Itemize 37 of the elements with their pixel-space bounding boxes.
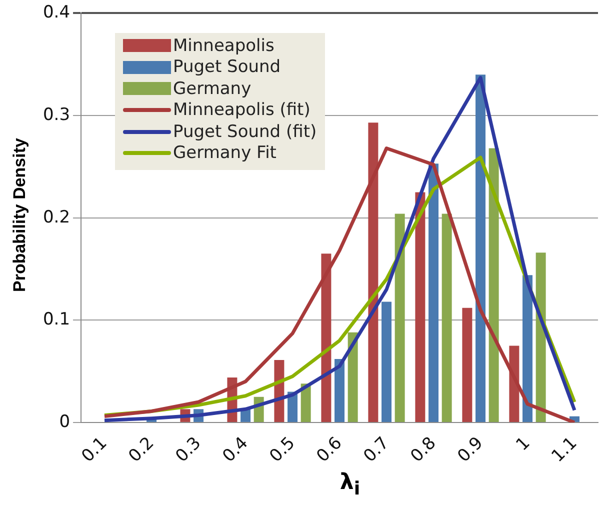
legend-label: Puget Sound (fit)	[173, 122, 317, 142]
x-tick-label: 0.9	[454, 433, 488, 466]
bar	[462, 308, 472, 422]
y-tick-label: 0.1	[42, 310, 70, 330]
legend-label: Germany Fit	[173, 143, 276, 164]
x-tick-label: 0.4	[218, 433, 252, 466]
x-tick-label: 0.6	[312, 433, 346, 466]
legend-label: Puget Sound	[173, 57, 281, 78]
bar	[334, 359, 345, 422]
x-tick-label: 0.3	[172, 433, 206, 466]
bar	[488, 148, 499, 422]
x-axis-title: λ$_{i}$	[338, 470, 362, 500]
x-tick-label: 0.1	[78, 433, 112, 466]
bar	[536, 252, 546, 422]
bar	[522, 275, 532, 422]
bar	[428, 164, 439, 422]
bar	[415, 192, 426, 422]
bar	[442, 214, 452, 422]
bar	[348, 332, 358, 422]
x-tick-label: 0.8	[406, 433, 440, 466]
y-tick-label: 0.2	[42, 207, 70, 228]
legend-label: Minneapolis (fit)	[173, 100, 310, 120]
x-tick-label: 0.2	[124, 433, 158, 466]
y-tick-label: 0.4	[42, 2, 70, 23]
bar	[300, 384, 311, 422]
bar	[382, 302, 392, 422]
x-tick-label: 0.7	[360, 433, 394, 466]
bar	[394, 214, 405, 422]
y-axis-title: Probability Density	[10, 137, 30, 294]
y-tick-label: 0	[59, 412, 70, 432]
x-tick-label: 1.1	[548, 433, 582, 466]
y-tick-label: 0.3	[42, 104, 70, 125]
bar	[476, 74, 486, 422]
x-tick-label: 1	[512, 433, 534, 455]
legend-label: Minneapolis	[173, 36, 274, 56]
legend-label: Germany	[173, 78, 252, 99]
x-tick-label: 0.5	[266, 433, 300, 466]
